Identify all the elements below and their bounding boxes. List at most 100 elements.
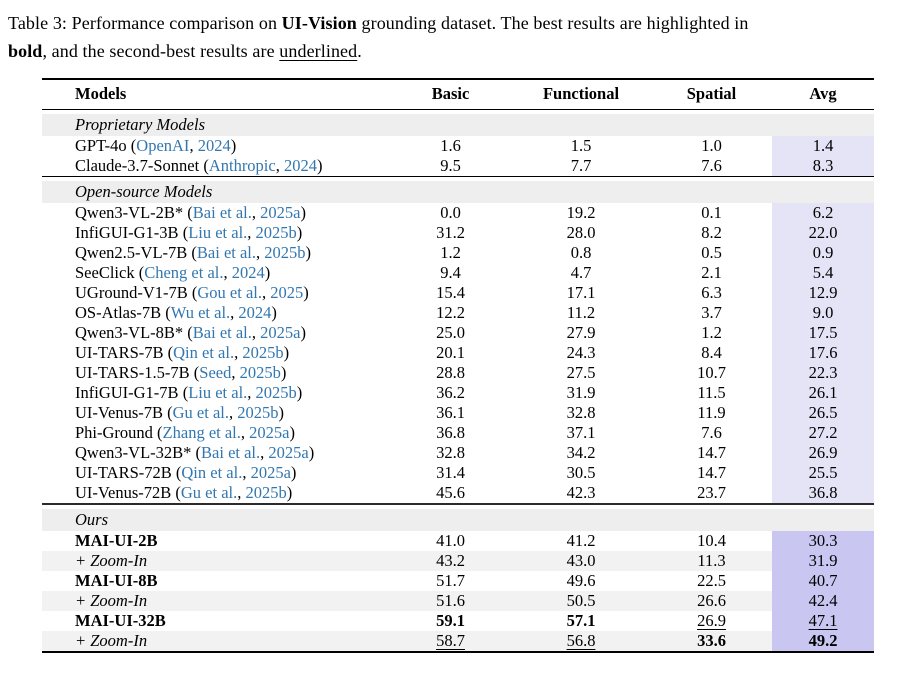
- citation-comma: ,: [189, 136, 198, 155]
- cell-avg: 8.3: [772, 156, 874, 177]
- citation-close-paren: ): [303, 283, 309, 302]
- citation-comma: ,: [247, 383, 256, 402]
- citation-open-paren: (: [171, 463, 182, 482]
- citation-author-link[interactable]: OpenAI: [136, 136, 190, 155]
- cell-avg: 17.6: [772, 343, 874, 363]
- cell-value: 0.0: [440, 203, 461, 222]
- citation-author-link[interactable]: Liu et al.: [188, 223, 248, 242]
- table-row: UI-TARS-72B (Qin et al., 2025a) 31.4 30.5 1…: [42, 463, 874, 483]
- cell-avg: 26.1: [772, 383, 874, 403]
- cell-spatial: 7.6: [651, 156, 772, 177]
- citation-author-link[interactable]: Gu et al.: [180, 483, 238, 502]
- citation-author-link[interactable]: Gou et al.: [197, 283, 262, 302]
- table-row: + Zoom-In 51.6 50.5 26.6 42.4: [42, 591, 874, 611]
- citation-year-link[interactable]: 2025a: [249, 423, 290, 442]
- model-cell: GPT-4o (OpenAI, 2024): [42, 136, 390, 156]
- citation-author-link[interactable]: Qin et al.: [173, 343, 235, 362]
- cell-functional: 41.2: [511, 531, 651, 551]
- cell-avg: 17.5: [772, 323, 874, 343]
- cell-value: 9.5: [440, 156, 461, 175]
- citation-author-link[interactable]: Bai et al.: [192, 323, 252, 342]
- table-row: Phi-Ground (Zhang et al., 2025a) 36.8 37.1…: [42, 423, 874, 443]
- citation-author-link[interactable]: Anthropic: [208, 156, 276, 175]
- citation-comma: ,: [234, 343, 243, 362]
- section-header-row: Open-source Models: [42, 181, 874, 203]
- citation-author-link[interactable]: Zhang et al.: [162, 423, 241, 442]
- cell-basic: 58.7: [390, 631, 511, 652]
- cell-value: 42.4: [808, 591, 838, 610]
- citation-open-paren: (: [163, 343, 174, 362]
- citation-year-link[interactable]: 2025b: [255, 223, 297, 242]
- table-row: Qwen3-VL-32B* (Bai et al., 2025a) 32.8 34.…: [42, 443, 874, 463]
- cell-functional: 57.1: [511, 611, 651, 631]
- cell-value: 27.2: [808, 423, 838, 442]
- citation-author-link[interactable]: Bai et al.: [196, 243, 257, 262]
- citation-year-link[interactable]: 2025b: [264, 243, 306, 262]
- citation-comma: ,: [251, 323, 261, 342]
- cell-functional: 30.5: [511, 463, 651, 483]
- cell-value: 4.7: [570, 263, 592, 282]
- caption-bold-word: bold: [8, 41, 43, 61]
- cell-functional: 4.7: [511, 263, 651, 283]
- table-row: SeeClick (Cheng et al., 2024) 9.4 4.7 2.1 5.…: [42, 263, 874, 283]
- cell-value: 1.5: [570, 136, 592, 155]
- cell-value: 51.6: [436, 591, 465, 610]
- cell-spatial: 1.0: [651, 136, 772, 156]
- citation-author-link[interactable]: Bai et al.: [201, 443, 261, 462]
- cell-functional: 27.5: [511, 363, 651, 383]
- citation-author-link[interactable]: Bai et al.: [192, 203, 252, 222]
- model-cell: MAI-UI-32B: [42, 611, 390, 631]
- cell-functional: 56.8: [511, 631, 651, 652]
- citation-year-link[interactable]: 2025b: [237, 403, 279, 422]
- citation-author-link[interactable]: Wu et al.: [170, 303, 231, 322]
- citation-year-link[interactable]: 2024: [283, 156, 317, 175]
- cell-basic: 31.4: [390, 463, 511, 483]
- cell-value: 41.2: [566, 531, 596, 550]
- model-name: Qwen3-VL-32B*: [75, 443, 192, 462]
- model-name: GPT-4o: [75, 136, 127, 155]
- citation-year-link[interactable]: 2024: [197, 136, 231, 155]
- cell-spatial: 26.6: [651, 591, 772, 611]
- cell-spatial: 26.9: [651, 611, 772, 631]
- citation-year-link[interactable]: 2025: [270, 283, 304, 302]
- header-row: Models Basic Functional Spatial Avg: [42, 79, 874, 110]
- citation-author-link[interactable]: Qin et al.: [181, 463, 243, 482]
- cell-value: 3.7: [701, 303, 722, 322]
- citation-close-paren: ): [308, 443, 315, 462]
- cell-avg: 47.1: [772, 611, 874, 631]
- citation-open-paren: (: [183, 203, 193, 222]
- citation-year-link[interactable]: 2025b: [242, 343, 284, 362]
- citation-author-link[interactable]: Cheng et al.: [144, 263, 224, 282]
- cell-functional: 43.0: [511, 551, 651, 571]
- citation-author-link[interactable]: Liu et al.: [188, 383, 248, 402]
- cell-basic: 41.0: [390, 531, 511, 551]
- citation-author-link[interactable]: Gu et al.: [172, 403, 229, 422]
- table-row: MAI-UI-8B 51.7 49.6 22.5 40.7: [42, 571, 874, 591]
- citation-comma: ,: [223, 263, 232, 282]
- model-name: UI-Venus-72B: [75, 483, 172, 502]
- cell-basic: 28.8: [390, 363, 511, 383]
- citation-year-link[interactable]: 2025a: [260, 323, 301, 342]
- citation-year-link[interactable]: 2024: [231, 263, 265, 282]
- cell-value: 32.8: [566, 403, 596, 422]
- citation-open-paren: (: [171, 483, 181, 502]
- citation-year-link[interactable]: 2024: [238, 303, 272, 322]
- cell-functional: 34.2: [511, 443, 651, 463]
- citation-author-link[interactable]: Seed: [199, 363, 232, 382]
- table-row: Qwen2.5-VL-7B (Bai et al., 2025b) 1.2 0.8 0…: [42, 243, 874, 263]
- table-row: UI-Venus-72B (Gu et al., 2025b) 45.6 42.3 2…: [42, 483, 874, 504]
- citation-year-link[interactable]: 2025a: [268, 443, 309, 462]
- cell-value: 24.3: [566, 343, 596, 362]
- citation-year-link[interactable]: 2025a: [260, 203, 301, 222]
- cell-basic: 51.7: [390, 571, 511, 591]
- cell-value: 31.9: [808, 551, 838, 570]
- citation-year-link[interactable]: 2025b: [245, 483, 287, 502]
- model-cell: + Zoom-In: [42, 551, 390, 571]
- citation-year-link[interactable]: 2025b: [239, 363, 281, 382]
- model-cell: + Zoom-In: [42, 591, 390, 611]
- cell-value: 56.8: [566, 631, 596, 650]
- citation-year-link[interactable]: 2025b: [255, 383, 297, 402]
- cell-value: 34.2: [566, 443, 596, 462]
- model-cell: UI-Venus-72B (Gu et al., 2025b): [42, 483, 390, 504]
- citation-year-link[interactable]: 2025a: [250, 463, 291, 482]
